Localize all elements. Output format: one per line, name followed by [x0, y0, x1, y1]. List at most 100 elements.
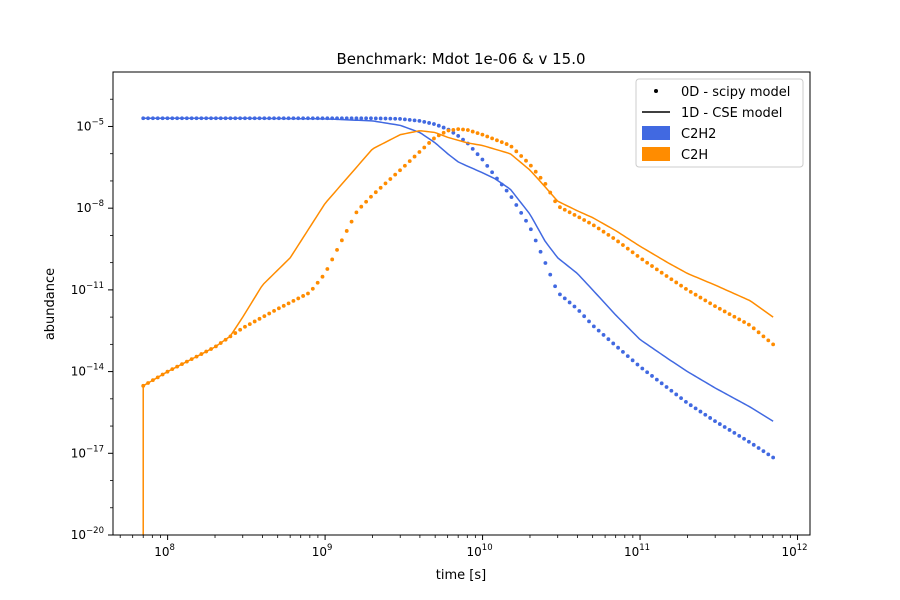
legend-entry: C2H2: [642, 126, 716, 142]
data-point: [369, 116, 373, 121]
data-point: [427, 121, 431, 125]
data-point: [659, 381, 664, 386]
data-point: [528, 163, 533, 168]
data-point: [461, 137, 465, 142]
data-point: [679, 396, 683, 401]
data-point: [281, 303, 286, 308]
data-point: [591, 324, 596, 329]
data-point: [354, 210, 359, 215]
data-point: [587, 220, 591, 225]
data-point: [238, 327, 243, 332]
data-point: [524, 218, 528, 223]
data-point: [664, 385, 669, 389]
data-point: [751, 442, 756, 447]
data-point: [519, 210, 524, 215]
data-point: [306, 291, 310, 296]
data-point: [524, 158, 528, 163]
data-point: [722, 309, 727, 314]
data-point: [475, 131, 480, 135]
data-point: [640, 366, 645, 371]
data-point: [533, 238, 538, 243]
data-point: [601, 333, 606, 337]
data-point: [708, 416, 713, 420]
data-point: [688, 403, 693, 408]
legend-marker-patch: [642, 147, 670, 161]
data-point: [364, 199, 369, 204]
data-point: [456, 127, 461, 132]
data-point: [558, 205, 562, 210]
data-point: [296, 296, 301, 301]
data-point: [635, 254, 640, 258]
data-point: [650, 264, 654, 268]
data-point: [398, 168, 402, 173]
data-point: [674, 280, 679, 285]
data-point: [654, 377, 659, 382]
data-point: [582, 314, 587, 319]
data-point: [567, 300, 572, 305]
data-point: [528, 227, 533, 232]
data-point: [504, 142, 509, 146]
data-point: [553, 284, 557, 289]
data-point: [621, 350, 625, 354]
data-point: [388, 177, 393, 181]
data-point: [664, 274, 669, 278]
data-point: [693, 292, 698, 297]
data-point: [480, 157, 485, 162]
data-point: [315, 280, 320, 285]
data-point: [732, 314, 737, 319]
series-c2h2-dots: [141, 116, 776, 460]
data-point: [470, 146, 475, 151]
data-point: [436, 123, 441, 128]
data-point: [412, 118, 417, 123]
data-point: [490, 136, 494, 141]
data-point: [713, 304, 717, 309]
series-c2h-line: [142, 130, 774, 535]
data-point: [737, 433, 742, 438]
plot-frame: [112, 71, 811, 536]
chart-title: Benchmark: Mdot 1e-06 & v 15.0: [336, 50, 585, 68]
data-point: [654, 267, 659, 272]
data-point: [756, 446, 761, 450]
data-point: [703, 412, 708, 417]
data-point: [761, 334, 766, 339]
data-point: [359, 116, 364, 121]
series-c2h-dots: [141, 127, 776, 388]
data-point: [383, 116, 388, 121]
data-point: [747, 439, 751, 444]
data-point: [432, 122, 436, 126]
data-point: [393, 116, 398, 121]
data-point: [587, 319, 591, 324]
data-point: [310, 286, 315, 291]
legend: 0D - scipy model 1D - CSE model C2H2 C2H: [635, 78, 804, 168]
data-point: [388, 116, 393, 121]
data-point: [485, 134, 490, 139]
data-point: [577, 215, 582, 220]
data-point: [354, 116, 359, 121]
data-point: [693, 406, 698, 411]
data-point: [645, 370, 650, 375]
data-point: [402, 117, 407, 122]
data-point: [475, 152, 480, 157]
data-point: [538, 249, 543, 254]
legend-marker-patch: [642, 126, 670, 140]
data-point: [330, 257, 335, 262]
data-point: [369, 194, 373, 199]
data-point: [659, 270, 664, 275]
data-point: [378, 116, 383, 121]
data-point: [596, 226, 601, 231]
data-point: [339, 238, 344, 243]
data-point: [616, 239, 620, 244]
data-point: [596, 328, 601, 333]
data-point: [514, 149, 519, 154]
data-point: [756, 330, 761, 335]
data-point: [679, 283, 683, 288]
data-point: [737, 317, 742, 322]
data-point: [412, 154, 417, 159]
data-point: [441, 130, 446, 135]
data-point: [257, 316, 262, 321]
data-point: [771, 342, 776, 347]
data-point: [456, 134, 461, 138]
data-point: [373, 116, 378, 121]
